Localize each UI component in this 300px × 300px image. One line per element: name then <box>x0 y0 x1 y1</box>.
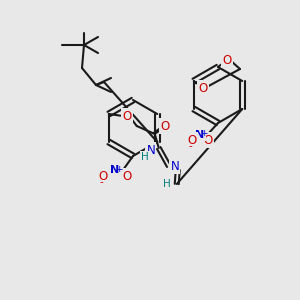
Text: O: O <box>203 134 213 146</box>
Text: N: N <box>146 143 155 157</box>
Text: +: + <box>115 164 123 173</box>
Text: O: O <box>122 169 132 182</box>
Text: -: - <box>99 177 103 187</box>
Text: N: N <box>110 165 120 175</box>
Text: H: H <box>163 179 171 189</box>
Text: O: O <box>122 110 131 122</box>
Text: N: N <box>195 130 205 140</box>
Text: H: H <box>141 152 148 162</box>
Text: +: + <box>200 130 208 139</box>
Text: O: O <box>198 82 207 94</box>
Text: O: O <box>222 53 232 67</box>
Text: O: O <box>98 169 108 182</box>
Text: -: - <box>188 141 192 151</box>
Text: N: N <box>170 160 179 172</box>
Text: O: O <box>160 119 170 133</box>
Text: O: O <box>188 134 196 146</box>
